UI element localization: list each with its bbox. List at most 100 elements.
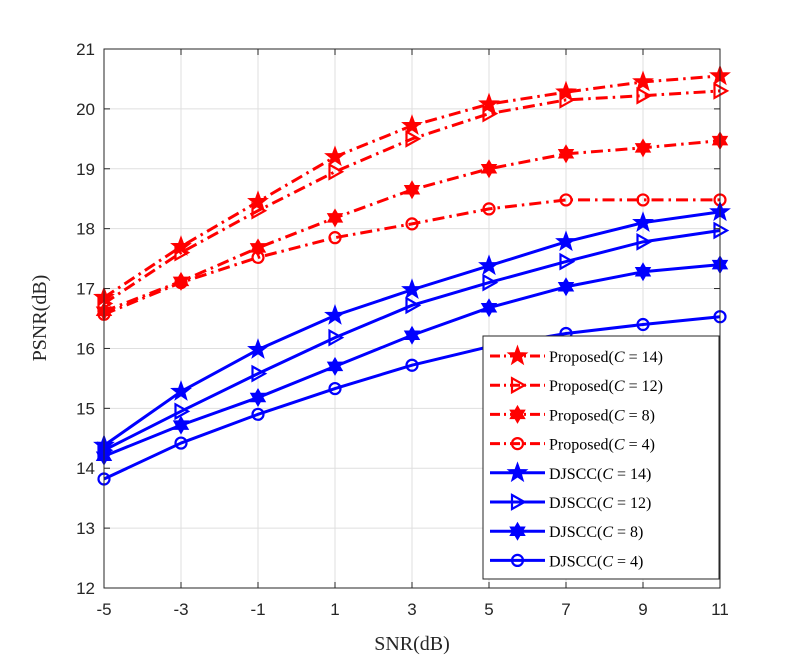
data-point <box>405 358 419 372</box>
legend-entry: DJSCC(C = 12) <box>490 493 651 512</box>
y-axis-label: PSNR(dB) <box>29 275 51 362</box>
x-axis-label: SNR(dB) <box>374 633 450 655</box>
data-point <box>557 144 575 164</box>
legend-marker <box>506 461 529 483</box>
legend-label: DJSCC(C = 12) <box>549 495 651 512</box>
series-4 <box>93 200 731 455</box>
x-tick-label: 11 <box>711 600 729 619</box>
legend-label: DJSCC(C = 14) <box>549 466 651 483</box>
data-point <box>247 338 269 359</box>
data-point <box>482 273 499 292</box>
data-point <box>251 364 268 383</box>
y-tick-label: 14 <box>76 459 95 478</box>
data-point <box>251 407 265 421</box>
data-point <box>636 232 653 251</box>
data-point <box>480 159 498 179</box>
y-tick-label: 17 <box>76 280 95 299</box>
data-point <box>174 243 191 262</box>
legend-marker <box>506 344 529 366</box>
data-point <box>405 129 422 148</box>
series-line <box>103 228 721 452</box>
data-point <box>328 381 342 396</box>
x-tick-label: 9 <box>638 600 647 619</box>
data-point <box>713 82 730 100</box>
data-point <box>170 380 192 401</box>
data-point <box>559 91 576 109</box>
y-tick-label: 21 <box>76 40 95 59</box>
legend-label: Proposed(C = 8) <box>549 407 655 424</box>
data-point <box>326 356 344 376</box>
y-tick-label: 13 <box>76 519 95 538</box>
y-tick-label: 18 <box>76 220 95 239</box>
data-point <box>713 221 730 240</box>
data-point <box>251 250 265 265</box>
data-point <box>174 275 188 290</box>
data-point <box>482 202 496 216</box>
x-tick-label: -1 <box>250 600 265 619</box>
legend-entry: Proposed(C = 14) <box>490 344 663 366</box>
series-line <box>103 198 720 316</box>
data-point <box>251 201 268 220</box>
legend-label: Proposed(C = 4) <box>549 437 655 454</box>
legend-marker <box>509 404 526 424</box>
data-point <box>555 230 577 252</box>
data-point <box>403 325 421 345</box>
legend-entry: DJSCC(C = 4) <box>490 553 643 570</box>
data-point <box>172 415 190 435</box>
data-point <box>405 217 419 231</box>
data-point <box>174 402 191 421</box>
data-point <box>480 298 498 318</box>
data-point <box>632 211 654 232</box>
data-point <box>324 304 346 325</box>
y-tick-label: 20 <box>76 100 95 119</box>
data-point <box>482 104 499 123</box>
data-point <box>249 388 267 408</box>
data-point <box>632 70 654 92</box>
data-point <box>324 145 346 167</box>
legend-label: Proposed(C = 12) <box>549 378 663 395</box>
x-tick-label: -3 <box>173 600 188 619</box>
series-line <box>103 315 721 481</box>
series-line <box>103 139 721 313</box>
legend-marker <box>510 437 525 451</box>
y-tick-label: 16 <box>76 339 95 358</box>
data-point <box>636 317 650 332</box>
legend-entry: Proposed(C = 8) <box>490 404 655 424</box>
data-point <box>401 278 423 300</box>
data-point <box>328 231 342 245</box>
legend-label: DJSCC(C = 4) <box>549 553 643 570</box>
y-tick-label: 12 <box>76 579 95 598</box>
legend-entry: DJSCC(C = 14) <box>490 461 651 483</box>
legend-marker <box>510 493 527 511</box>
data-point <box>634 262 652 282</box>
y-tick-label: 15 <box>76 399 95 418</box>
data-point <box>636 86 653 105</box>
legend-label: Proposed(C = 14) <box>549 349 663 366</box>
series-5 <box>97 221 730 460</box>
data-point <box>405 296 422 315</box>
legend-marker <box>510 553 525 568</box>
legend-label: DJSCC(C = 8) <box>549 524 643 541</box>
data-point <box>636 193 650 207</box>
legend-entry: DJSCC(C = 8) <box>490 521 643 541</box>
data-point <box>328 328 345 347</box>
data-point <box>403 180 421 200</box>
data-point <box>328 162 345 181</box>
x-tick-label: 5 <box>484 600 493 619</box>
x-tick-label: 1 <box>330 600 339 619</box>
series-line <box>103 89 721 305</box>
legend-entry: Proposed(C = 4) <box>490 437 655 454</box>
x-tick-label: -5 <box>96 600 111 619</box>
series-layer <box>93 64 731 486</box>
data-point <box>557 277 575 297</box>
x-tick-label: 7 <box>561 600 570 619</box>
data-point <box>478 254 500 276</box>
data-point <box>326 208 344 228</box>
y-tick-label: 19 <box>76 160 95 179</box>
data-point <box>478 92 500 114</box>
data-point <box>401 114 423 135</box>
legend-entry: Proposed(C = 12) <box>490 376 663 395</box>
legend-marker <box>509 521 526 541</box>
data-point <box>174 436 188 450</box>
